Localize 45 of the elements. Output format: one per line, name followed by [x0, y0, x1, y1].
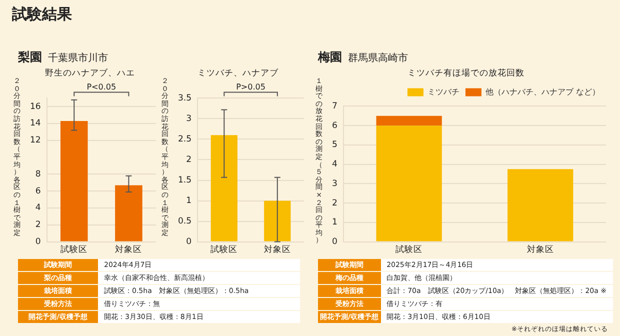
y-tick-label: 0.5	[178, 216, 192, 226]
y-tick-label: 16	[30, 102, 41, 112]
text: 梅園	[318, 50, 342, 64]
y-tick-label: 1	[332, 218, 338, 228]
y-tick-label: 3	[186, 114, 192, 124]
y-tick-label: 1	[186, 196, 192, 206]
y-tick-label: 3.5	[178, 93, 192, 104]
y-tick-label: 6	[332, 120, 338, 131]
text: 群馬県高崎市	[348, 53, 408, 64]
y-tick-label: 3	[332, 178, 338, 189]
y-tick-label: 8	[35, 169, 41, 180]
chart-title: ミツバチ有ほ場での放花回数	[408, 67, 524, 78]
text: P<0.05	[86, 82, 116, 92]
y-tick-label: 0	[332, 237, 338, 248]
y-tick-label: 14	[30, 118, 41, 129]
chart-title: ミツバチ、ハナアブ	[198, 67, 280, 78]
bar	[508, 169, 574, 242]
text: P>0.05	[236, 82, 266, 92]
y-tick-label: 2	[35, 220, 41, 230]
x-tick-label: 試験区	[210, 244, 238, 256]
y-tick-label: 2.5	[178, 134, 192, 144]
bar	[376, 126, 442, 242]
legend-label: 他（ハナバチ、ハナアブ など）	[485, 87, 600, 96]
y-tick-label: 2	[186, 154, 192, 165]
chart-title: 野生のハナアブ、ハエ	[45, 67, 135, 78]
x-tick-label: 対象区	[526, 244, 554, 256]
y-tick-label: 4	[35, 203, 41, 214]
y-tick-label: 6	[35, 186, 41, 196]
text: 梨園	[18, 50, 42, 64]
text: 千葉県市川市	[48, 53, 108, 64]
y-tick-label: 4	[332, 160, 338, 170]
x-tick-label: 試験区	[60, 244, 88, 256]
text: 試験結果	[12, 5, 72, 23]
x-tick-label: 試験区	[396, 244, 423, 256]
x-tick-label: 対象区	[264, 244, 291, 256]
y-tick-label: 2	[332, 198, 338, 208]
y-tick-label: 0	[186, 237, 192, 248]
y-tick-label: 7	[332, 101, 338, 112]
legend-label: ミツバチ	[427, 87, 460, 96]
bar	[376, 116, 442, 126]
y-tick-label: 5	[332, 140, 338, 150]
y-tick-label: 0	[35, 237, 41, 248]
y-tick-label: 1.5	[178, 175, 192, 186]
x-tick-label: 対象区	[115, 244, 142, 256]
y-tick-label: 12	[30, 136, 41, 146]
